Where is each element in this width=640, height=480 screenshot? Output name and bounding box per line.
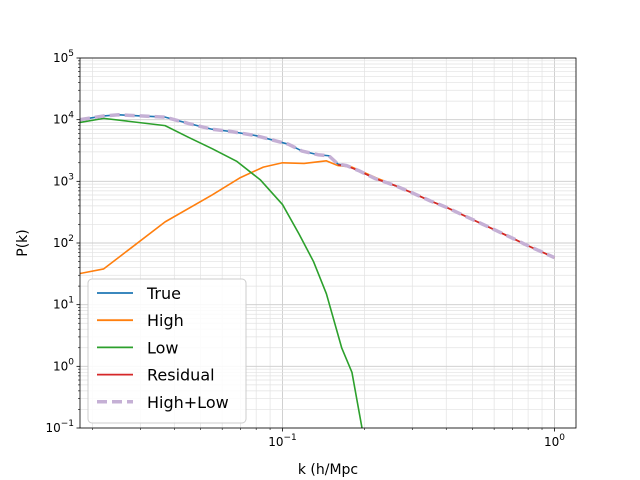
plot-frame bbox=[79, 57, 577, 429]
series-line-true bbox=[80, 113, 555, 259]
legend-label-low: Low bbox=[147, 338, 179, 357]
y-tick-label: 105 bbox=[53, 49, 74, 65]
legend-label-high-low: High+Low bbox=[147, 393, 229, 412]
x-tick-label: 10−1 bbox=[268, 433, 297, 449]
legend: True High Low Residual High+Low bbox=[87, 278, 247, 424]
series-line-high-low bbox=[80, 113, 556, 260]
y-tick-label: 101 bbox=[53, 296, 74, 312]
axis-ticks: 10−1 100 10−1 100 101 102 103 104 105 bbox=[45, 49, 565, 449]
legend-label-residual: Residual bbox=[147, 366, 215, 385]
series-line-low bbox=[80, 117, 363, 428]
y-tick-label: 103 bbox=[53, 172, 74, 188]
y-tick-label: 10−1 bbox=[45, 419, 74, 435]
legend-label-true: True bbox=[146, 284, 181, 303]
series-group bbox=[80, 113, 556, 428]
legend-label-high: High bbox=[147, 311, 184, 330]
y-tick-label: 104 bbox=[53, 111, 74, 127]
legend-box bbox=[87, 278, 247, 424]
y-tick-label: 100 bbox=[53, 357, 74, 373]
x-axis-label: k (h/Mpc bbox=[298, 462, 358, 478]
y-axis-label: P(k) bbox=[15, 229, 31, 256]
x-tick-label: 100 bbox=[544, 433, 565, 449]
y-tick-label: 102 bbox=[53, 234, 74, 250]
